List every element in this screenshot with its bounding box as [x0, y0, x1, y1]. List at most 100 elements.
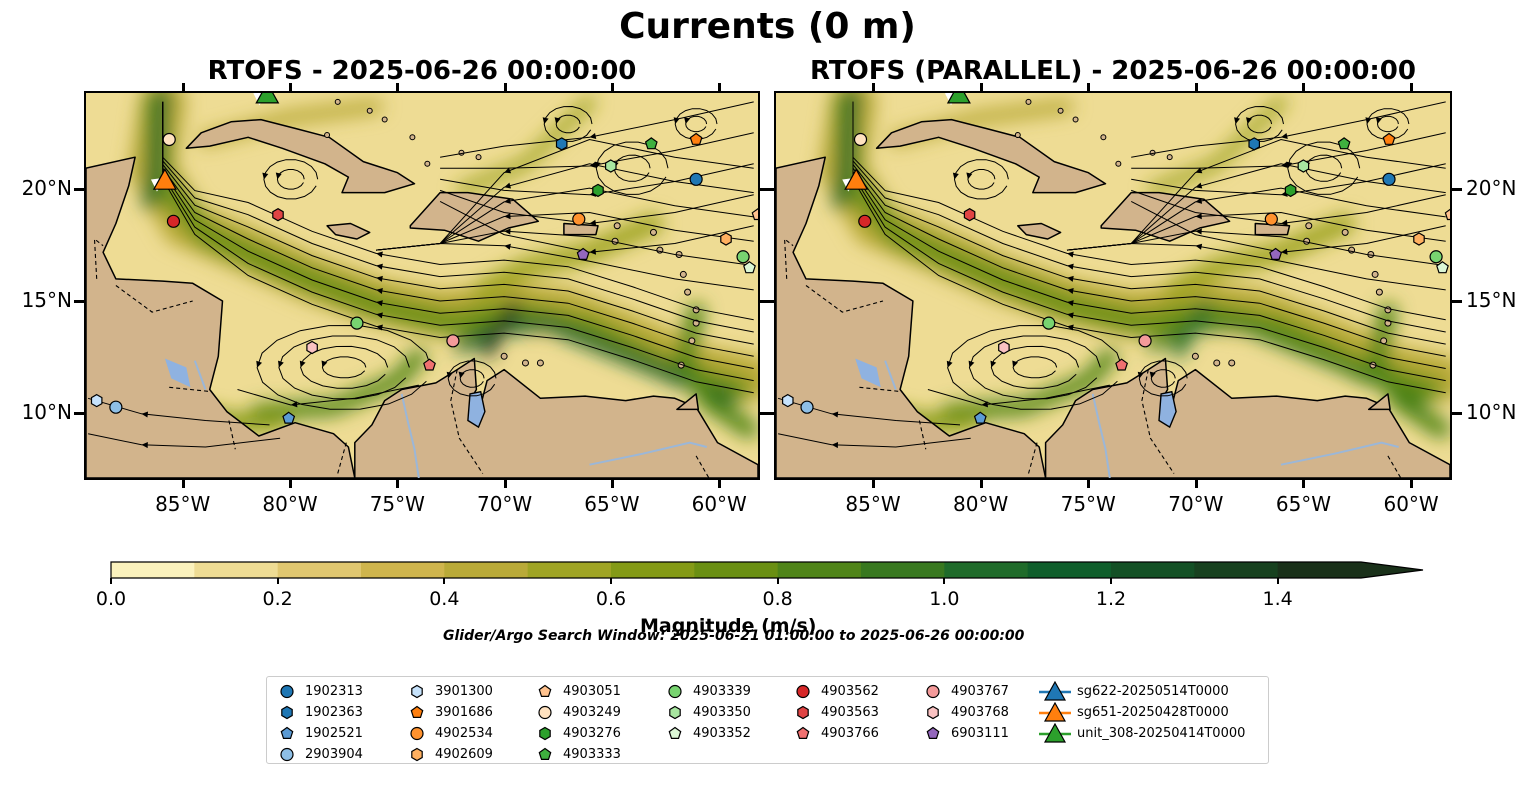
island — [1371, 270, 1379, 278]
streamline-arrow — [1280, 132, 1288, 139]
legend-label: sg622-20250514T0000 — [1077, 684, 1229, 699]
legend-item: 4902534 — [405, 723, 493, 744]
legend-item: 4903276 — [533, 723, 621, 744]
streamline-arrow — [262, 172, 269, 180]
legend-column: 4903562 4903563 4903766 — [791, 681, 879, 744]
pentagon-marker-icon — [668, 726, 682, 739]
island-bahamas — [475, 154, 482, 161]
lake-nicaragua — [855, 358, 881, 388]
legend-label: unit_308-20250414T0000 — [1077, 726, 1246, 741]
legend-item: 4903766 — [791, 723, 879, 744]
hexagon-marker-icon — [669, 705, 681, 720]
legend-marker — [926, 684, 940, 699]
y-tick-label: 15°N — [21, 288, 72, 313]
trinidad — [1367, 393, 1391, 411]
puerto-rico — [563, 222, 599, 236]
streamline-arrow — [141, 441, 148, 449]
south-america — [1044, 357, 1450, 478]
legend-item: sg622-20250514T0000 — [1039, 681, 1245, 702]
streamline — [1066, 138, 1446, 251]
x-tick-mark-top — [1302, 83, 1306, 93]
river-magdalena — [400, 393, 420, 478]
streamline — [376, 138, 754, 251]
map-rtofs — [86, 93, 758, 478]
colorbar-extend-arrow — [1361, 562, 1423, 578]
river-magdalena — [1091, 393, 1111, 478]
legend-label: 4903562 — [821, 684, 879, 699]
colorbar-bin — [1277, 562, 1362, 578]
colorbar-tick-mark — [110, 578, 112, 584]
island — [521, 359, 529, 367]
river-san-juan — [884, 360, 897, 390]
streamline-arrow — [589, 132, 597, 139]
streamline-arrow — [831, 411, 839, 418]
float-marker-2903904 — [800, 400, 814, 414]
legend-marker — [539, 726, 551, 741]
legend-label: 4903350 — [693, 705, 751, 720]
legend-marker — [280, 726, 294, 739]
float-marker-4903350 — [605, 159, 617, 173]
colorbar-bin — [694, 562, 779, 578]
legend-item: 4903051 — [533, 681, 621, 702]
streamline — [852, 101, 1446, 333]
streamline — [162, 101, 754, 321]
legend-triangle — [1043, 702, 1067, 722]
legend-marker — [797, 705, 809, 720]
legend-label: 3901300 — [435, 684, 493, 699]
float-marker-4903766 — [1115, 358, 1129, 371]
streamline — [440, 101, 754, 158]
lake-maracaibo — [1158, 390, 1177, 429]
legend-item: 4903562 — [791, 681, 879, 702]
legend-marker — [668, 726, 682, 739]
float-marker-1902521 — [973, 411, 987, 424]
hispaniola — [1100, 191, 1231, 242]
legend-label: 2903904 — [305, 747, 363, 762]
colorbar-bin — [527, 562, 612, 578]
island-bahamas — [1072, 116, 1079, 123]
y-tick-label-right: 15°N — [1466, 288, 1517, 313]
legend-label: 6903111 — [951, 726, 1009, 741]
pentagon-marker-icon — [410, 705, 424, 718]
x-tick-mark — [610, 478, 614, 488]
legend-item: 3901686 — [405, 702, 493, 723]
y-tick-mark — [1452, 411, 1462, 415]
colorbar-tick-mark — [443, 578, 446, 584]
x-tick-mark — [1302, 478, 1306, 488]
x-tick-mark — [181, 478, 185, 488]
hexagon-marker-icon — [797, 705, 809, 720]
x-tick-mark-top — [979, 83, 983, 93]
map-panel-rtofs[interactable] — [84, 91, 760, 480]
x-tick-mark-top — [396, 83, 400, 93]
float-marker-4903276 — [1284, 183, 1297, 198]
streamline-arrow — [1280, 219, 1288, 226]
legend-label: 4903767 — [951, 684, 1009, 699]
colorbar-tick-mark — [1276, 578, 1279, 584]
float-marker-4903350 — [1297, 159, 1310, 173]
legend-marker — [538, 747, 552, 760]
streamline-arrow — [376, 251, 383, 258]
streamline — [237, 384, 419, 406]
streamline-arrow — [1012, 360, 1019, 368]
river-orinoco — [1280, 441, 1399, 466]
streamline-arrow — [1066, 251, 1074, 258]
colorbar — [110, 561, 1424, 579]
border-venezuela — [450, 369, 484, 474]
map-panel-rtofs-parallel[interactable] — [774, 91, 1452, 480]
streamline-arrow — [831, 441, 839, 449]
legend-label: 4903333 — [563, 747, 621, 762]
float-marker-4903767 — [446, 334, 460, 348]
legend-column: sg622-20250514T0000 sg651-20250428T0000 un… — [1039, 681, 1245, 744]
x-tick-mark-top — [1194, 83, 1198, 93]
streamline — [927, 384, 1110, 406]
pentagon-marker-icon — [280, 726, 294, 739]
x-tick-label: 85°W — [845, 492, 901, 516]
legend-label: 1902521 — [305, 726, 363, 741]
legend-label: 4903051 — [563, 684, 621, 699]
y-tick-label: 20°N — [21, 176, 72, 201]
border-guyana — [695, 455, 710, 478]
hispaniola — [409, 191, 540, 242]
triangle-marker-icon — [1039, 702, 1071, 722]
streamline — [256, 324, 432, 410]
colorbar-label: Magnitude (m/s) — [640, 615, 817, 637]
colorbar-tick-mark — [276, 578, 279, 584]
